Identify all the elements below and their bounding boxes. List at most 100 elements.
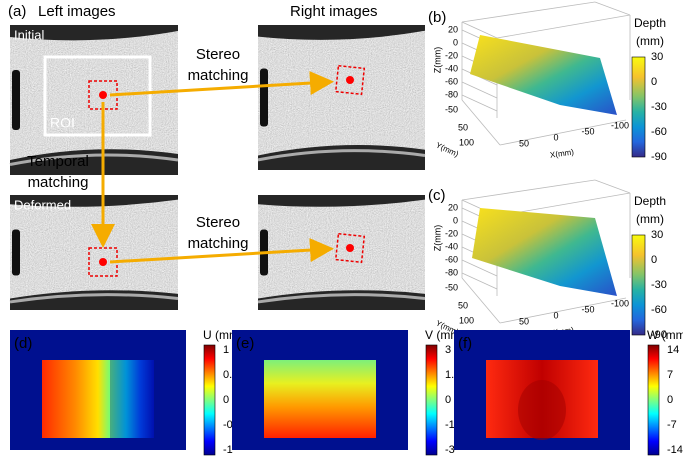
colorbar-tick-label: 14: [667, 344, 679, 356]
subset-center: [99, 258, 107, 266]
field-core: [518, 380, 566, 440]
method-label: Temporal: [27, 153, 89, 170]
page: {"panel_a": {"label": "(a)", "left_title…: [0, 0, 683, 458]
left-title: Left images: [38, 3, 116, 20]
colorbar: [648, 345, 659, 455]
z-tick-label: -40: [445, 63, 458, 73]
y-tick-label: 100: [459, 315, 474, 325]
clamp: [12, 230, 20, 276]
axis-box-line: [595, 2, 630, 15]
method-label: matching: [188, 235, 249, 252]
surface: [470, 35, 617, 115]
specimen: [258, 31, 425, 156]
z-tick-label: 20: [448, 202, 458, 212]
z-tick-label: 0: [453, 215, 458, 225]
right-title: Right images: [290, 3, 378, 20]
subset-center: [346, 76, 354, 84]
y-tick-label: -50: [445, 104, 458, 114]
colorbar-title: Depth: [634, 16, 666, 30]
z-tick-label: -60: [445, 76, 458, 86]
specimen: [258, 200, 425, 299]
y-tick-label: 50: [458, 122, 468, 132]
z-tick-label: -20: [445, 50, 458, 60]
colorbar-tick-label: -1: [223, 444, 233, 456]
colorbar-tick-label: 0: [445, 394, 451, 406]
colorbar-tick-label: 0: [651, 76, 657, 88]
colorbar-tick-label: 0: [651, 254, 657, 266]
y-tick-label: -50: [445, 282, 458, 292]
clamp: [12, 70, 20, 130]
axis-box-line: [462, 22, 497, 38]
colorbar-title: Depth: [634, 194, 666, 208]
grid-line: [462, 82, 497, 98]
colorbar-title: (mm): [636, 212, 664, 226]
z-tick-label: -60: [445, 254, 458, 264]
grid-line: [462, 273, 497, 289]
axis-box-line: [595, 180, 630, 193]
clamp: [260, 69, 268, 127]
x-tick-label: -50: [581, 304, 594, 314]
axis-box-line: [462, 2, 595, 22]
colorbar-tick-label: -60: [651, 126, 667, 138]
colorbar-tick-label: 30: [651, 229, 663, 241]
field-fade: [110, 360, 154, 438]
panel-label: (f): [458, 335, 472, 352]
method-label: matching: [28, 174, 89, 191]
x-tick-label: 50: [519, 316, 529, 326]
z-tick-label: 20: [448, 24, 458, 34]
colorbar-tick-label: 0: [223, 394, 229, 406]
x-tick-label: 0: [553, 132, 558, 142]
colorbar-tick-label: 0: [667, 394, 673, 406]
x-tick-label: -100: [611, 120, 629, 130]
z-tick-label: -20: [445, 228, 458, 238]
colorbar-tick-label: -7: [667, 419, 677, 431]
colorbar: [632, 235, 645, 335]
specimen: [10, 200, 178, 299]
axis-box-line: [462, 180, 595, 200]
grid-line: [462, 95, 497, 111]
colorbar-tick-label: -60: [651, 304, 667, 316]
body: (a) Left images Right images Initial ROI Defo…: [0, 0, 683, 458]
colorbar-tick-label: 30: [651, 51, 663, 63]
colorbar-tick-label: 1: [223, 344, 229, 356]
colorbar-title: W (mm): [647, 328, 683, 342]
x-tick-label: -50: [581, 126, 594, 136]
colorbar-tick-label: -30: [651, 101, 667, 113]
axis-box-line: [497, 15, 630, 38]
method-label: Stereo: [196, 214, 240, 231]
colorbar: [632, 57, 645, 157]
colorbar-tick-label: -14: [667, 444, 683, 456]
panel-label: (d): [14, 335, 32, 352]
panel-label: (c): [428, 187, 446, 204]
colorbar: [204, 345, 215, 455]
z-tick-label: -40: [445, 241, 458, 251]
colorbar-tick-label: -3: [445, 444, 455, 456]
subset-center: [346, 244, 354, 252]
x-tick-label: 0: [553, 310, 558, 320]
colorbar: [426, 345, 437, 455]
z-axis-label: Z(mm): [432, 225, 442, 252]
panel-label: (e): [236, 335, 254, 352]
initial-label: Initial: [14, 27, 44, 42]
method-label: Stereo: [196, 46, 240, 63]
panel-label: (b): [428, 9, 446, 26]
z-tick-label: -80: [445, 89, 458, 99]
figure: (a) Left images Right images Initial ROI Defo…: [0, 0, 683, 458]
surface: [472, 208, 617, 296]
colorbar-tick-label: 7: [667, 369, 673, 381]
panel-label: (a): [8, 3, 26, 20]
z-axis-label: Z(mm): [432, 47, 442, 74]
colorbar-tick-label: 3: [445, 344, 451, 356]
z-tick-label: -80: [445, 267, 458, 277]
subset-center: [99, 91, 107, 99]
colorbar-tick-label: -30: [651, 279, 667, 291]
x-tick-label: -100: [611, 298, 629, 308]
y-tick-label: 100: [459, 137, 474, 147]
deformed-label: Deformed: [14, 197, 71, 212]
colorbar-title: (mm): [636, 34, 664, 48]
roi-label: ROI: [50, 115, 75, 131]
specimen: [10, 31, 178, 160]
field-map: [264, 360, 376, 438]
x-axis-label: X(mm): [549, 147, 574, 159]
x-tick-label: 50: [519, 138, 529, 148]
